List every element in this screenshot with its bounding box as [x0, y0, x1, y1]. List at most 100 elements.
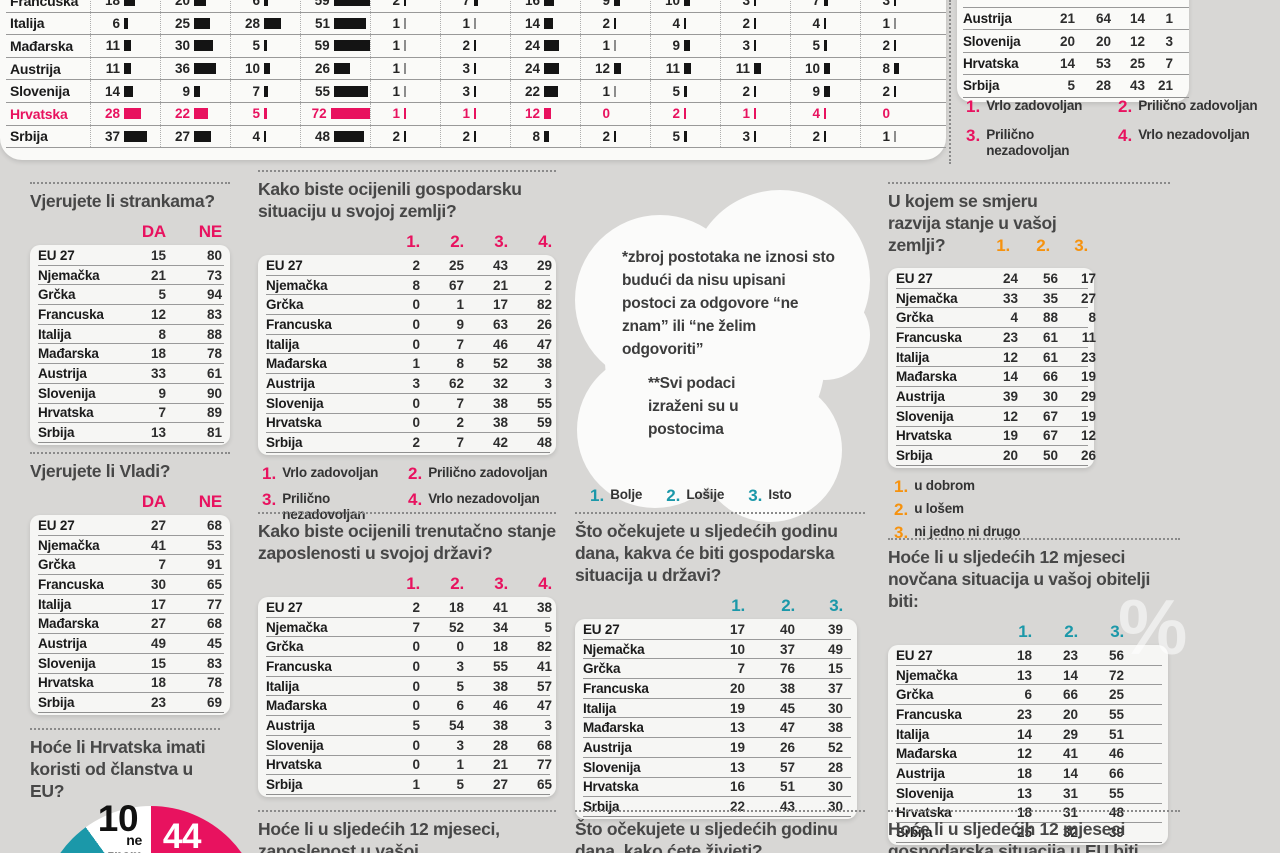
cell-value: 24	[524, 61, 540, 77]
legend-label: Vrlo zadovoljan	[986, 98, 1083, 113]
cell-value: 30	[827, 779, 843, 795]
cell-value: 23	[1002, 329, 1018, 345]
section-title: Hoće li u sljedećih 12 mjeseci novčana s…	[888, 547, 1151, 611]
cell-value: 33	[150, 365, 166, 381]
cell-value: 3	[456, 658, 464, 674]
cell-value: 21	[492, 277, 508, 293]
cell-value: 23	[1080, 349, 1096, 365]
cell-value: 23	[150, 695, 166, 711]
value-bar	[404, 40, 406, 52]
cell-value: 56	[1108, 647, 1124, 663]
dotted-divider	[30, 728, 220, 730]
cell-value: 20	[1059, 33, 1075, 49]
cell-value: 83	[206, 655, 222, 671]
cell-value: 0	[412, 757, 420, 773]
cell-value: 78	[206, 346, 222, 362]
column-header: 2.	[1064, 622, 1078, 641]
cell-value: 0	[412, 639, 420, 655]
table-row: Francuska 30 65	[38, 575, 224, 595]
cell-value: 15	[150, 655, 166, 671]
legend-item: 4. Vrlo nezadovoljan	[1118, 127, 1274, 159]
cell-value: 61	[1042, 329, 1058, 345]
bar-table-row: Slovenija 14 9 7 55 1 3 22 1 5 2 9 2	[6, 80, 946, 103]
cell-value: 52	[827, 739, 843, 755]
bar-cell: 9	[650, 35, 720, 57]
cell-value: 20	[1002, 448, 1018, 464]
cell-value: 53	[1095, 55, 1111, 71]
cell-value: 2	[742, 15, 750, 31]
cell-value: 81	[206, 425, 222, 441]
legend-item: 3. ni jedno ni drugo	[894, 524, 1084, 541]
cell-value: 30	[174, 38, 190, 54]
cell-value: 8	[882, 61, 890, 77]
cell-value: 13	[729, 759, 745, 775]
legend-item: 1. Bolje	[590, 487, 642, 504]
bar-cell: 24	[510, 57, 580, 80]
bar-cell: 3	[440, 80, 510, 102]
row-label: Srbija	[896, 825, 933, 841]
cell-value: 29	[1080, 388, 1096, 404]
bar-cell: 9	[580, 0, 650, 12]
cell-value: 1	[882, 15, 890, 31]
section-zaposlenost: Kako biste ocijenili trenutačno stanje z…	[258, 512, 556, 797]
cell-value: 12	[1002, 349, 1018, 365]
bar-cell: 2	[650, 102, 720, 125]
cell-value: 2	[602, 15, 610, 31]
bar-cell: 2	[580, 12, 650, 35]
table-row: Francuska 12 83	[38, 305, 224, 325]
value-bar	[824, 40, 827, 52]
table-row: Austrija 3 62 32 3	[266, 374, 552, 394]
row-label: EU 27	[38, 517, 75, 533]
column-header: 1.	[406, 574, 420, 593]
cell-value: 27	[150, 616, 166, 632]
table-row: Slovenija 13 57 28	[583, 758, 851, 778]
cell-value: 18	[150, 675, 166, 691]
value-bar	[684, 17, 686, 29]
cell-value: 1	[392, 15, 400, 31]
row-label: Mađarska	[266, 698, 327, 714]
row-label: Austrija	[896, 388, 945, 404]
bar-table-row: Francuska 18 20 6 59 2 7 16 9 10 3 7 3	[6, 0, 946, 13]
column-header: 1.	[996, 236, 1010, 255]
cell-value: 5	[252, 38, 260, 54]
dotted-divider	[575, 512, 865, 514]
cell-value: 1	[412, 356, 420, 372]
table-row: Francuska 23 20 55	[896, 705, 1162, 725]
row-label: Slovenija	[10, 83, 70, 100]
row-label: Grčka	[583, 661, 621, 677]
row-label: Italija	[896, 349, 930, 365]
value-bar	[474, 17, 476, 29]
row-label: Grčka	[38, 557, 76, 573]
value-bar	[194, 63, 216, 75]
cell-value: 3	[742, 128, 750, 144]
cell-value: 46	[492, 336, 508, 352]
legend-label: Prilično nezadovoljan	[986, 127, 1070, 158]
cell-value: 9	[456, 316, 464, 332]
row-label: Njemačka	[266, 277, 328, 293]
legend-label: Isto	[768, 487, 792, 502]
cell-value: 26	[314, 61, 330, 77]
cell-value: 63	[492, 316, 508, 332]
value-bar	[614, 85, 616, 97]
section-title: Kako biste ocijenili gospodarsku situaci…	[258, 179, 522, 221]
gospodarska-table: EU 27 2 25 43 29 Njemačka 8 67 21 2 Grčka 0 1 17 82 Fra…	[258, 255, 556, 455]
column-header: 4.	[538, 574, 552, 593]
value-bar	[824, 130, 826, 142]
row-label: Srbija	[896, 448, 933, 464]
row-label: Austrija	[583, 739, 632, 755]
bar-cell: 2	[440, 125, 510, 148]
cell-value: 12	[524, 106, 540, 122]
cell-value: 2	[742, 83, 750, 99]
cell-value: 2	[392, 0, 400, 9]
cell-value: 14	[1062, 765, 1078, 781]
section-title: U kojem se smjeru razvija stanje u vašoj…	[888, 191, 1057, 255]
cell-value: 38	[536, 599, 552, 615]
value-bar	[404, 63, 406, 75]
row-label: Austrija	[38, 365, 87, 381]
cell-value: 3	[456, 737, 464, 753]
cell-value: 12	[1016, 746, 1032, 762]
table-row: Italija 14 29 51	[896, 725, 1162, 745]
value-bar	[330, 108, 370, 120]
cell-value: 12	[594, 61, 610, 77]
table-row: Francuska 20 38 37	[583, 679, 851, 699]
